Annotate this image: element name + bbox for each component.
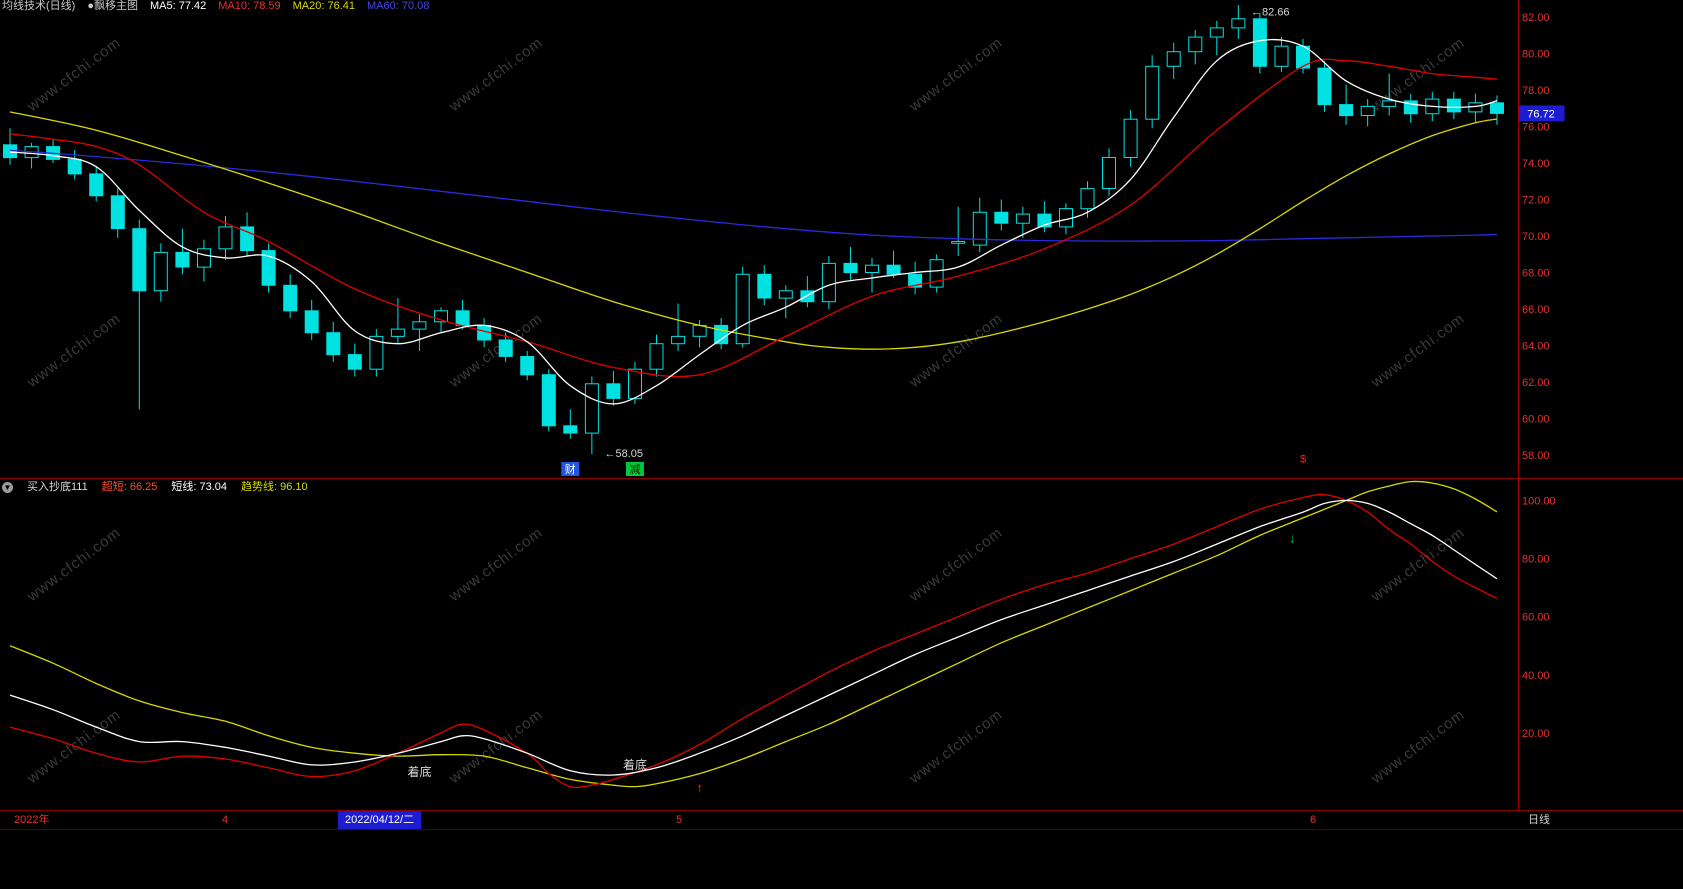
svg-text:76.72: 76.72 (1527, 108, 1555, 120)
indicator-line-趋势线 (9, 480, 1498, 788)
selected-date-badge[interactable]: 2022/04/12/二 (338, 811, 422, 829)
svg-text:着底: 着底 (407, 764, 431, 779)
main-chart-header: 均线技术(日线) ●飘移主图 MA5: 77.42 MA10: 78.59 MA… (2, 0, 429, 13)
ma-line-MA5 (9, 38, 1498, 405)
price-axis-labels: 82.00 80.00 78.00 76.00 74.00 72.00 70.00 68.00… (1522, 12, 1550, 462)
indicator-title: 买入抄底111 (27, 481, 88, 493)
indicator-value-chaoduan: 超短: 66.25 (101, 481, 158, 493)
main-annotations-layer: ←82.66 ←58.05 财 减 $ (561, 7, 1306, 476)
current-price-badge: 76.72 (1518, 105, 1565, 122)
svg-text:财: 财 (565, 462, 576, 476)
svg-text:↓: ↓ (1289, 530, 1296, 545)
svg-text:$: $ (1300, 454, 1306, 466)
timeline-tick-label: 2022年 (14, 814, 50, 826)
svg-text:64.00: 64.00 (1522, 341, 1550, 353)
timeline-tick-label: 5 (676, 814, 683, 826)
indicator-line-超短 (9, 493, 1498, 789)
svg-text:72.00: 72.00 (1522, 195, 1550, 207)
svg-text:减: 减 (629, 463, 640, 476)
timeline-border (0, 829, 1683, 830)
timeline-bar: 2022/04/12/二 日线 2022年 4 5 6 (0, 811, 1683, 829)
panel-divider-bottom (0, 810, 1683, 811)
svg-text:60.00: 60.00 (1522, 612, 1550, 624)
svg-text:74.00: 74.00 (1522, 158, 1550, 170)
svg-text:↑: ↑ (696, 780, 703, 795)
price-axis-border (1518, 0, 1519, 810)
indicator-panel-header: ▼ 买入抄底111 超短: 66.25 短线: 73.04 趋势线: 96.10 (2, 480, 308, 494)
svg-text:80.00: 80.00 (1522, 554, 1550, 566)
svg-text:着底: 着底 (623, 757, 647, 772)
svg-text:70.00: 70.00 (1522, 231, 1550, 243)
svg-text:78.00: 78.00 (1522, 85, 1550, 97)
indicator-annotations-layer: 着底 着底 ↑ ↓ (407, 530, 1295, 795)
svg-text:76.00: 76.00 (1522, 122, 1550, 134)
ma60-value-label: MA60: 70.08 (367, 0, 430, 12)
ma5-value-label: MA5: 77.42 (149, 0, 207, 12)
svg-text:80.00: 80.00 (1522, 49, 1550, 61)
bottom-empty-strip (0, 830, 1683, 889)
indicator-value-duanxian: 短线: 73.04 (171, 481, 228, 493)
ma20-value-label: MA20: 76.41 (292, 0, 355, 12)
ma-line-MA20 (9, 111, 1498, 350)
svg-text:82.00: 82.00 (1522, 12, 1550, 24)
timeline-tick-label: 6 (1310, 814, 1317, 826)
svg-text:40.00: 40.00 (1522, 670, 1550, 682)
signal-badge (561, 462, 580, 476)
main-indicator-title: 均线技术(日线) (2, 0, 76, 12)
overlay-indicator-label: ●飘移主图 (87, 0, 138, 12)
svg-text:100.00: 100.00 (1522, 496, 1556, 508)
panel-divider-top (0, 478, 1683, 479)
svg-text:←58.05: ←58.05 (604, 448, 643, 460)
period-label[interactable]: 日线 (1528, 814, 1550, 826)
svg-text:68.00: 68.00 (1522, 268, 1550, 280)
collapse-indicator-icon[interactable]: ▼ (2, 481, 13, 493)
ma10-value-label: MA10: 78.59 (218, 0, 281, 12)
timeline-tick-label: 4 (222, 814, 229, 826)
svg-text:←82.66: ←82.66 (1251, 7, 1290, 19)
svg-text:58.00: 58.00 (1522, 450, 1550, 462)
indicator-line-短线 (9, 499, 1498, 776)
svg-text:66.00: 66.00 (1522, 304, 1550, 316)
svg-text:20.00: 20.00 (1522, 728, 1550, 740)
ma-line-MA60 (9, 149, 1498, 242)
candles-layer (3, 5, 1504, 455)
svg-text:60.00: 60.00 (1522, 414, 1550, 426)
svg-text:62.00: 62.00 (1522, 377, 1550, 389)
indicator-value-qushixian: 趋势线: 96.10 (241, 481, 308, 493)
ma-line-MA10 (9, 58, 1498, 378)
signal-badge (625, 462, 644, 476)
indicator-axis-labels: 100.00 80.00 60.00 40.00 20.00 (1522, 496, 1556, 740)
